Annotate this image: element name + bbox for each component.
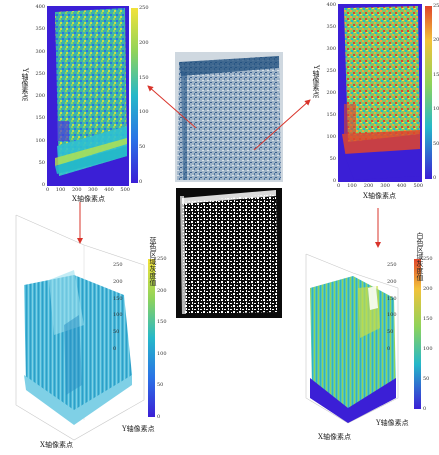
arrow-to-top-left xyxy=(147,85,197,129)
cbar-tick: 50 xyxy=(157,382,164,389)
y-tick: 200 xyxy=(35,93,45,99)
bottom-right-colorbar-ticks: 250 200 150 100 50 0 xyxy=(423,256,433,412)
cbar-tick: 250 xyxy=(423,256,433,262)
bottom-left-colorbar xyxy=(148,259,155,417)
top-left-x-ticks: 0 100 200 300 400 500 xyxy=(46,187,130,193)
z-tick: 50 xyxy=(387,329,394,336)
x-tick: 500 xyxy=(413,183,423,189)
top-left-y-ticks: 400 350 300 250 200 150 100 50 0 xyxy=(32,4,45,188)
top-right-x-ticks: 0 100 200 300 400 500 xyxy=(337,183,423,189)
x-tick: 500 xyxy=(120,187,130,193)
arrow-to-top-right xyxy=(253,99,311,151)
x-tick: 400 xyxy=(396,183,407,189)
top-right-colorbar-ticks: 250 200 150 100 50 0 xyxy=(433,3,439,181)
cbar-tick: 200 xyxy=(423,286,433,292)
cbar-tick: 100 xyxy=(139,109,149,116)
cbar-tick: 50 xyxy=(423,376,430,382)
x-tick: 200 xyxy=(71,187,82,193)
y-tick: 400 xyxy=(35,4,45,10)
top-right-x-axis-label: X轴像素点 xyxy=(363,192,396,200)
x-tick: 100 xyxy=(347,183,357,189)
z-tick: 200 xyxy=(113,278,123,285)
bottom-right-title: 白色区域灰度值 xyxy=(416,232,424,281)
bottom-right-x-axis-label: X轴像素点 xyxy=(318,433,351,441)
y-tick: 400 xyxy=(326,2,336,8)
y-tick: 250 xyxy=(35,70,45,77)
cbar-tick: 250 xyxy=(433,3,439,9)
bottom-left-colorbar-ticks: 250 200 150 100 50 0 xyxy=(157,256,167,420)
x-tick: 100 xyxy=(55,187,66,193)
cbar-tick: 200 xyxy=(433,37,439,44)
y-tick: 300 xyxy=(326,46,336,52)
cbar-tick: 0 xyxy=(433,174,437,181)
top-left-heatmap-image xyxy=(47,6,129,186)
top-left-x-axis-label: X轴像素点 xyxy=(72,195,105,203)
bottom-left-3d-surface xyxy=(15,214,145,441)
cbar-tick: 150 xyxy=(433,71,439,78)
bottom-right-y-axis-label: Y轴像素点 xyxy=(376,419,409,427)
cbar-tick: 0 xyxy=(139,178,143,185)
y-tick: 50 xyxy=(38,159,45,166)
x-tick: 0 xyxy=(46,187,50,193)
z-tick: 150 xyxy=(387,295,397,302)
cbar-tick: 150 xyxy=(157,319,167,326)
z-tick: 0 xyxy=(113,345,117,352)
cbar-tick: 100 xyxy=(423,346,433,352)
z-tick: 200 xyxy=(387,278,397,285)
cbar-tick: 250 xyxy=(139,5,149,11)
y-tick: 100 xyxy=(35,137,45,144)
z-tick: 100 xyxy=(113,312,123,319)
z-tick: 0 xyxy=(387,345,391,352)
bottom-right-colorbar xyxy=(414,259,421,409)
y-tick: 50 xyxy=(329,156,336,162)
y-tick: 150 xyxy=(35,115,45,122)
top-right-y-ticks: 400 350 300 250 200 150 100 50 0 xyxy=(323,2,336,184)
cbar-tick: 0 xyxy=(157,413,161,420)
cbar-tick: 50 xyxy=(433,140,439,147)
y-tick: 150 xyxy=(326,112,336,118)
cbar-tick: 200 xyxy=(157,287,167,294)
cbar-tick: 150 xyxy=(139,74,149,81)
y-tick: 0 xyxy=(332,178,336,184)
y-tick: 350 xyxy=(326,24,336,30)
cbar-tick: 250 xyxy=(157,256,167,262)
cbar-tick: 200 xyxy=(139,39,149,46)
top-left-colorbar-ticks: 250 200 150 100 50 0 xyxy=(139,5,149,185)
bottom-right-3d-surface xyxy=(305,253,399,424)
y-tick: 0 xyxy=(41,182,45,188)
z-tick: 250 xyxy=(113,262,123,268)
y-tick: 100 xyxy=(326,134,336,140)
top-left-y-axis-label: Y轴像素点 xyxy=(21,68,29,101)
bottom-left-y-axis-label: Y轴像素点 xyxy=(122,425,155,433)
binary-segmentation-image xyxy=(176,188,282,318)
x-tick: 400 xyxy=(104,187,114,193)
x-tick: 300 xyxy=(88,187,98,193)
bottom-left-x-axis-label: X轴像素点 xyxy=(40,441,73,449)
cbar-tick: 100 xyxy=(433,106,439,113)
bottom-right-z-ticks: 250 200 150 100 50 0 xyxy=(387,262,397,352)
x-tick: 200 xyxy=(363,183,374,189)
cbar-tick: 50 xyxy=(139,144,146,151)
bottom-left-z-ticks: 250 200 150 100 50 0 xyxy=(113,262,123,352)
top-right-heatmap-image xyxy=(338,4,422,182)
y-tick: 200 xyxy=(326,90,336,96)
top-right-y-axis-label: Y轴像素点 xyxy=(312,65,320,98)
bottom-left-title: 蓝色区域灰度值 xyxy=(149,237,157,286)
z-tick: 50 xyxy=(113,329,120,336)
cbar-tick: 150 xyxy=(423,316,433,322)
z-tick: 150 xyxy=(113,295,123,302)
y-tick: 300 xyxy=(35,48,45,55)
y-tick: 350 xyxy=(35,26,45,33)
x-tick: 0 xyxy=(337,183,341,189)
z-tick: 100 xyxy=(387,312,397,319)
y-tick: 250 xyxy=(326,68,336,74)
cbar-tick: 100 xyxy=(157,350,167,357)
z-tick: 250 xyxy=(387,262,397,268)
cbar-tick: 0 xyxy=(423,406,427,412)
top-right-colorbar xyxy=(425,6,432,179)
x-tick: 300 xyxy=(380,183,390,189)
top-left-colorbar xyxy=(131,8,138,183)
